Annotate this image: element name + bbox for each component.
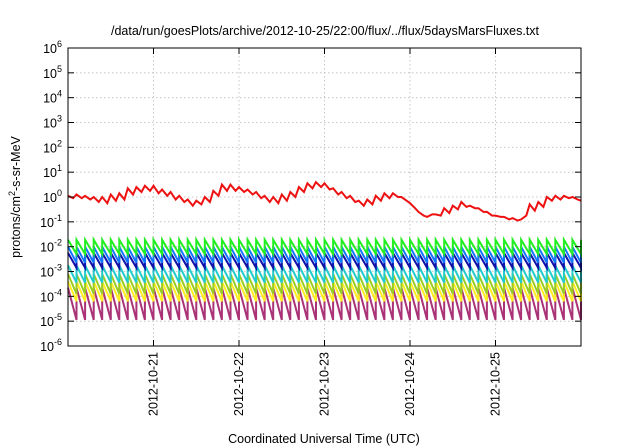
y-tick-exponent: -4 <box>54 287 62 297</box>
series-line <box>67 264 582 284</box>
y-tick-base: 10 <box>43 67 57 81</box>
y-axis-label: protons/cm2-s-sr-MeV <box>7 135 23 257</box>
y-tick-label: 104 <box>43 89 62 106</box>
y-axis: 10610510410310210110010-110-210-310-410-… <box>40 39 581 354</box>
y-tick-base: 10 <box>40 315 54 329</box>
y-tick-exponent: 0 <box>57 188 62 198</box>
series-line <box>67 281 582 302</box>
y-tick-base: 10 <box>43 117 57 131</box>
y-tick-label: 10-6 <box>40 337 62 354</box>
y-tick-label: 10-3 <box>40 263 62 280</box>
y-tick-base: 10 <box>43 141 57 155</box>
y-tick-label: 102 <box>43 138 62 155</box>
y-tick-label: 10-2 <box>40 238 62 255</box>
y-tick-base: 10 <box>43 92 57 106</box>
chart-title: /data/run/goesPlots/archive/2012-10-25/2… <box>111 24 540 38</box>
series-line <box>67 249 582 272</box>
y-tick-exponent: -3 <box>54 263 62 273</box>
y-tick-exponent: 4 <box>57 89 62 99</box>
series-line <box>67 246 582 264</box>
y-tick-label: 100 <box>43 188 62 205</box>
y-tick-label: 101 <box>43 163 62 180</box>
y-axis-label-rest: -s-sr-MeV <box>9 135 23 191</box>
y-tick-label: 103 <box>43 114 62 131</box>
x-tick-label: 2012-10-25 <box>489 352 503 416</box>
series-line <box>67 180 582 222</box>
y-tick-label: 106 <box>43 39 62 56</box>
y-tick-base: 10 <box>43 42 57 56</box>
y-tick-label: 10-1 <box>40 213 62 230</box>
y-tick-label: 105 <box>43 64 62 81</box>
y-tick-exponent: -6 <box>54 337 62 347</box>
y-tick-base: 10 <box>40 290 54 304</box>
x-tick-label: 2012-10-21 <box>147 352 161 416</box>
y-tick-exponent: 2 <box>57 138 62 148</box>
y-tick-base: 10 <box>40 241 54 255</box>
x-tick-label: 2012-10-22 <box>232 352 246 416</box>
y-tick-base: 10 <box>43 191 57 205</box>
x-axis: 2012-10-21 2012-10-22 2012-10-23 2012-10-24… <box>147 48 503 416</box>
y-tick-label: 10-4 <box>40 287 62 304</box>
y-tick-exponent: -1 <box>54 213 62 223</box>
y-tick-exponent: -2 <box>54 238 62 248</box>
x-axis-label: Coordinated Universal Time (UTC) <box>228 432 420 446</box>
y-tick-base: 10 <box>40 266 54 280</box>
y-tick-exponent: -5 <box>54 312 62 322</box>
x-tick-label: 2012-10-23 <box>318 352 332 416</box>
x-tick-label: 2012-10-24 <box>403 352 417 416</box>
y-tick-base: 10 <box>40 216 54 230</box>
y-tick-exponent: 3 <box>57 114 62 124</box>
y-tick-exponent: 6 <box>57 39 62 49</box>
series-group <box>67 180 582 321</box>
y-axis-label-main: protons/cm <box>9 196 23 258</box>
y-axis-label-sup: 2 <box>7 191 17 196</box>
y-tick-base: 10 <box>40 340 54 354</box>
y-tick-exponent: 1 <box>57 163 62 173</box>
y-tick-exponent: 5 <box>57 64 62 74</box>
series-line <box>67 273 582 295</box>
y-tick-base: 10 <box>43 166 57 180</box>
y-tick-label: 10-5 <box>40 312 62 329</box>
series-line <box>67 287 582 321</box>
series-line <box>67 236 582 258</box>
